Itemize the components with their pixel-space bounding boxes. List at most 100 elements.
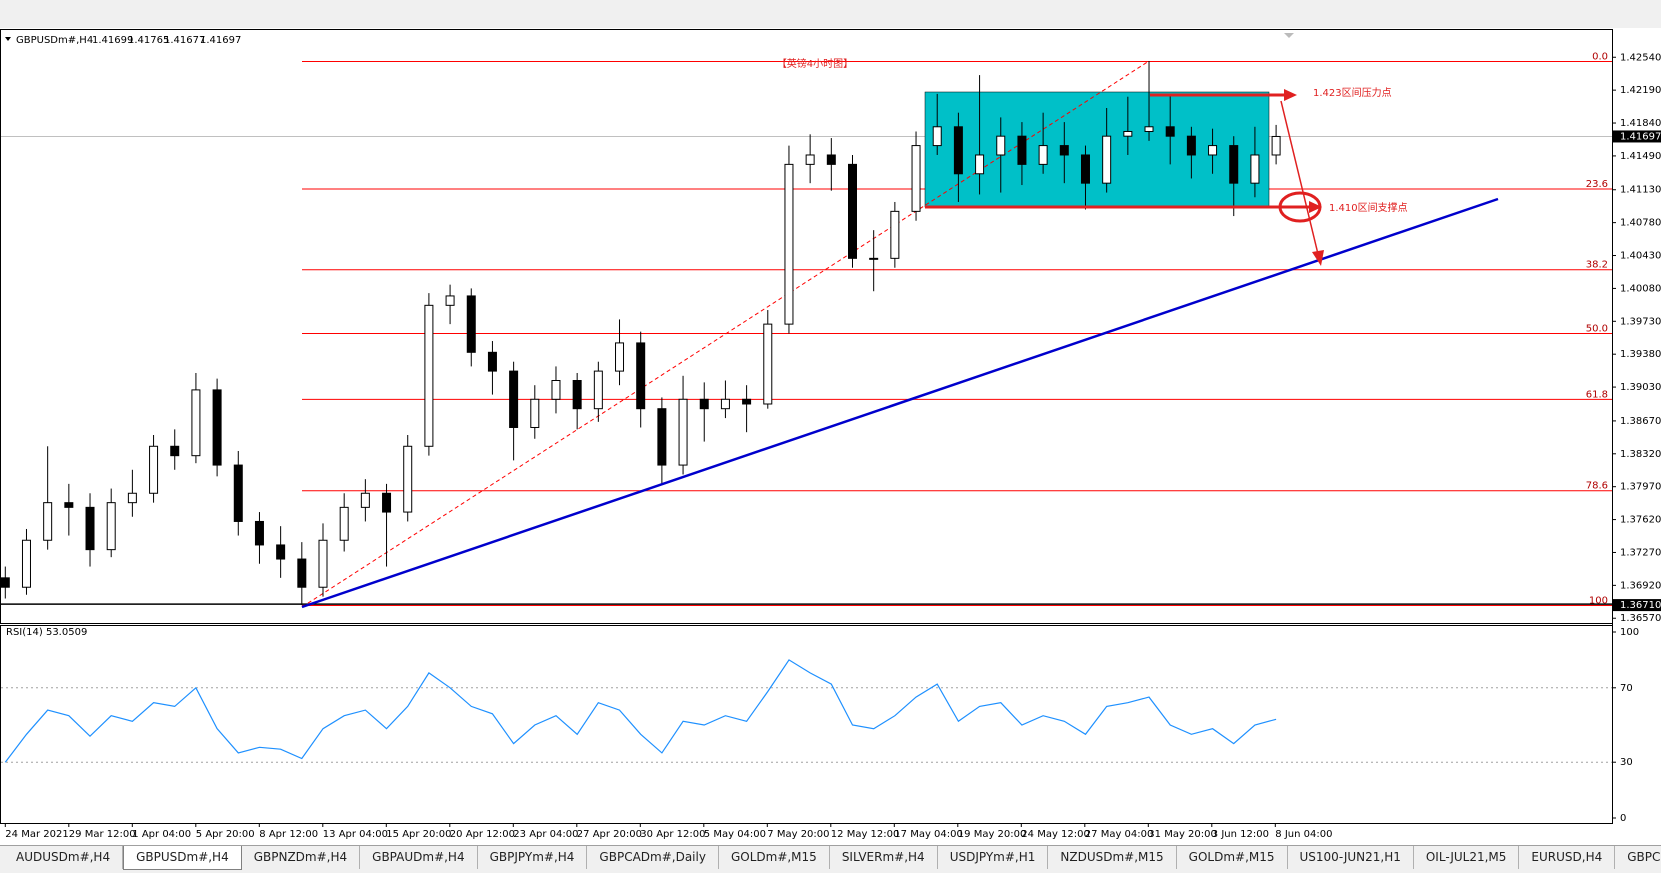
candle-body <box>699 398 709 410</box>
y-tick-label: 1.40430 <box>1620 251 1661 262</box>
candle-body <box>445 295 455 306</box>
candle-body <box>1123 130 1133 137</box>
tab[interactable]: GBPNZDm#,H4 <box>242 846 361 869</box>
candle-body <box>1208 145 1218 156</box>
candle-body <box>932 126 942 147</box>
candle-body <box>360 492 370 508</box>
x-tick-label: 15 Apr 20:00 <box>386 829 451 840</box>
tab[interactable]: AUDUSDm#,H4 <box>4 846 124 869</box>
rsi-line <box>4 659 1277 763</box>
tab[interactable]: OIL-JUL21,M5 <box>1414 846 1520 869</box>
candle-body <box>149 445 159 494</box>
candle-body <box>1017 135 1027 165</box>
y-tick-label: 1.41490 <box>1620 151 1661 162</box>
y-tick-label: 1.42190 <box>1620 85 1661 96</box>
tab[interactable]: GBPAUDm#,H4 <box>360 846 478 869</box>
candles <box>0 61 1281 606</box>
candle-body <box>106 502 116 551</box>
x-tick-label: 29 Mar 12:00 <box>69 829 136 840</box>
x-tick-label: 13 Apr 04:00 <box>323 829 388 840</box>
candle-body <box>339 506 349 541</box>
trend-line <box>301 197 1499 609</box>
candle-body <box>191 389 201 457</box>
x-tick-label: 17 May 04:00 <box>894 829 963 840</box>
candle-body <box>297 558 307 588</box>
y-tick-label: 30 <box>1620 757 1633 768</box>
candle-body <box>742 398 752 405</box>
header-close: 1.41697 <box>200 35 241 46</box>
candle-body <box>276 544 286 560</box>
y-tick-label: 70 <box>1620 683 1633 694</box>
candle-body <box>975 154 985 175</box>
tab[interactable]: USDJPYm#,H1 <box>938 846 1049 869</box>
fib-layer: 0.0 23.6 38.2 50.0 61.8 78.6 100 <box>1 51 1612 606</box>
price-box <box>1613 130 1661 143</box>
fib-label: 100 <box>1589 595 1608 606</box>
y-tick-label: 100 <box>1620 627 1639 638</box>
arrow-head <box>1284 89 1297 101</box>
candle-body <box>996 135 1006 156</box>
x-tick-label: 20 Apr 12:00 <box>450 829 515 840</box>
candle-body <box>720 398 730 410</box>
x-tick-label: 7 May 20:00 <box>767 829 829 840</box>
x-tick-label: 5 Apr 20:00 <box>196 829 255 840</box>
x-tick-label: 5 May 04:00 <box>704 829 766 840</box>
y-tick-label: 1.39030 <box>1620 382 1661 393</box>
x-tick-label: 24 Mar 2021 <box>5 829 68 840</box>
tab[interactable]: US100-JUN21,H1 <box>1288 846 1414 869</box>
x-tick-label: 19 May 20:00 <box>958 829 1027 840</box>
y-tick-label: 1.38670 <box>1620 416 1661 427</box>
x-tick-label: 8 Jun 04:00 <box>1275 829 1332 840</box>
rsi-title: RSI(14) 53.0509 <box>6 627 87 638</box>
tab[interactable]: GOLDm#,M15 <box>719 846 830 869</box>
header-low: 1.41677 <box>164 35 205 46</box>
price-box <box>1613 599 1661 612</box>
candle-body <box>826 154 836 165</box>
menu-triangle <box>5 37 11 41</box>
candle-body <box>382 492 392 513</box>
y-tick-label: 1.38320 <box>1620 449 1661 460</box>
x-tick-label: 27 Apr 20:00 <box>577 829 642 840</box>
range-box <box>924 91 1270 208</box>
fib-label: 50.0 <box>1586 324 1608 335</box>
candle-body <box>1271 135 1281 156</box>
y-tick-label: 1.42540 <box>1620 52 1661 63</box>
price-box-label: 1.36710 <box>1620 600 1661 611</box>
x-tick-label: 31 May 20:00 <box>1148 829 1217 840</box>
candle-body <box>487 351 497 372</box>
candle-body <box>615 342 625 372</box>
x-tick-label: 3 Jun 12:00 <box>1212 829 1269 840</box>
shift-marker <box>1284 33 1294 38</box>
candle-body <box>1186 135 1196 156</box>
tab[interactable]: GOLDm#,M15 <box>1177 846 1288 869</box>
tab[interactable]: GBPJPYm#,H4 <box>478 846 588 869</box>
tab-bar: AUDUSDm#,H4 GBPUSDm#,H4 GBPNZDm#,H4 GBPAUDm… <box>0 845 1661 873</box>
toolbar-strip <box>0 0 1661 28</box>
candle-body <box>678 398 688 466</box>
candle-body <box>890 210 900 259</box>
candle-body <box>43 502 53 541</box>
chart: GBPUSDm#,H4 1.41699 1.41765 1.41677 1.41… <box>0 0 1661 840</box>
tab[interactable]: GBPUSDm#,H4 <box>123 846 242 870</box>
y-tick-label: 1.40080 <box>1620 283 1661 294</box>
tab[interactable]: SILVERm#,H4 <box>830 846 938 869</box>
rsi-pane <box>0 625 1613 824</box>
y-tick-label: 1.36920 <box>1620 580 1661 591</box>
tab[interactable]: EURUSD,H4 <box>1519 846 1616 869</box>
fib-label: 23.6 <box>1586 179 1608 190</box>
price-pane <box>0 29 1613 624</box>
candle-body <box>593 370 603 410</box>
candle-body <box>1080 154 1090 184</box>
y-tick-label: 1.41130 <box>1620 185 1661 196</box>
candle-body <box>636 342 646 410</box>
candle-body <box>21 539 31 588</box>
tab[interactable]: NZDUSDm#,M15 <box>1048 846 1177 869</box>
fib-label: 0.0 <box>1592 51 1608 62</box>
candle-body <box>911 145 921 212</box>
symbol: GBPUSDm#,H4 <box>16 35 93 46</box>
candle-body <box>424 304 434 447</box>
tab[interactable]: GBPCHFm#,H1 <box>1615 846 1661 869</box>
tab[interactable]: GBPCADm#,Daily <box>587 846 719 869</box>
candle-body <box>127 492 137 504</box>
